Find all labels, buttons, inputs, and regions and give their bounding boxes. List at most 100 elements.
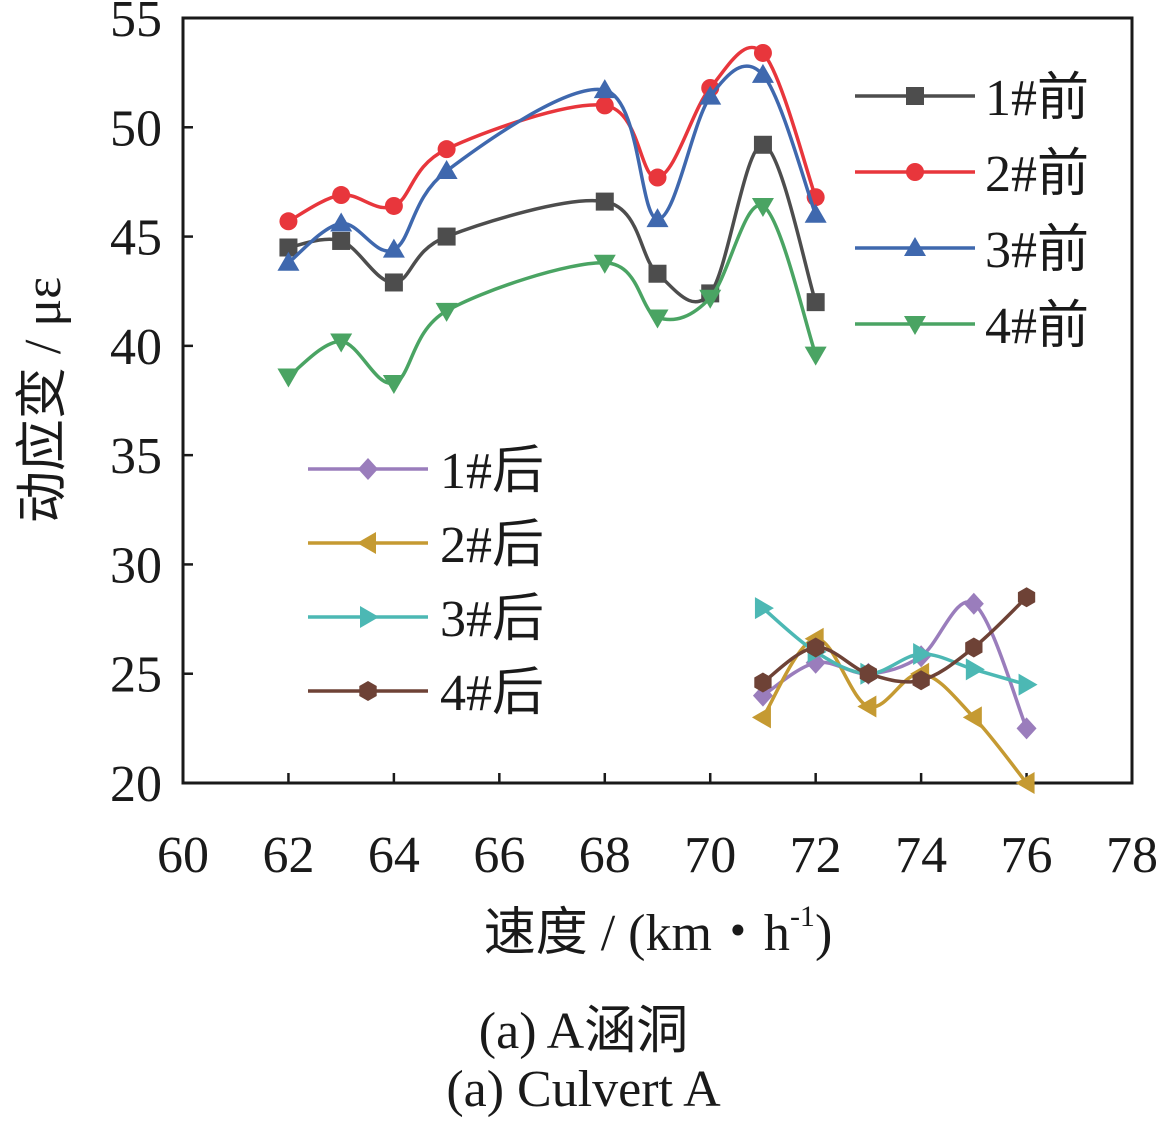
- legend-item-3: 3#前: [855, 222, 1089, 279]
- data-point: [332, 231, 351, 250]
- data-point: [1017, 587, 1036, 608]
- figure-caption-en: (a) Culvert A: [446, 1061, 721, 1118]
- y-axis: 20 25 30 35 40 45 50 55: [110, 0, 193, 813]
- legend-marker: [904, 237, 926, 256]
- series-line: [761, 636, 1028, 785]
- legend-item-5: 1#后: [308, 443, 544, 500]
- data-point: [437, 140, 456, 159]
- data-point: [962, 706, 982, 729]
- series-line: [288, 143, 818, 304]
- data-point: [1018, 673, 1038, 696]
- y-tick-label: 20: [110, 756, 162, 813]
- data-point: [593, 79, 616, 99]
- legend-marker: [358, 458, 378, 480]
- legend-item-1: 1#前: [855, 70, 1089, 127]
- data-point: [384, 273, 403, 292]
- x-axis: 60 62 64 66 68 70 72 74 76 78: [157, 773, 1158, 884]
- data-point: [806, 293, 825, 312]
- data-point: [754, 672, 772, 693]
- data-point: [435, 160, 458, 179]
- legend-marker: [906, 87, 924, 105]
- series-3: [277, 63, 827, 271]
- x-tick-label: 66: [473, 827, 525, 884]
- series-line: [287, 64, 818, 265]
- legend-marker: [904, 316, 926, 335]
- legend-item-6: 2#后: [308, 517, 544, 574]
- x-tick-label: 64: [368, 827, 420, 884]
- y-tick-label: 30: [110, 537, 162, 594]
- data-point: [912, 670, 930, 691]
- x-tick-label: 72: [790, 827, 842, 884]
- data-point: [279, 212, 298, 231]
- legend-label: 4#前: [985, 298, 1089, 355]
- data-point: [382, 238, 405, 258]
- data-point: [437, 227, 456, 246]
- data-point: [330, 333, 353, 353]
- y-tick-label: 50: [110, 100, 162, 157]
- x-tick-label: 70: [684, 827, 736, 884]
- data-point: [332, 186, 351, 205]
- data-point: [593, 254, 616, 274]
- data-point: [384, 196, 403, 215]
- data-point: [699, 289, 722, 309]
- series-6: [751, 627, 1035, 794]
- y-tick-label: 40: [110, 319, 162, 376]
- legend-label: 2#前: [985, 146, 1089, 203]
- x-tick-label: 78: [1106, 827, 1158, 884]
- data-point: [751, 706, 771, 729]
- data-point: [277, 251, 300, 271]
- data-point: [857, 695, 877, 718]
- legend-marker: [360, 606, 379, 628]
- y-tick-label: 25: [110, 647, 162, 704]
- x-tick-label: 76: [1001, 827, 1053, 884]
- data-point: [1015, 772, 1035, 794]
- series-2: [279, 43, 825, 231]
- data-point: [330, 212, 353, 232]
- data-point: [965, 637, 983, 658]
- legend-label: 4#后: [440, 665, 544, 722]
- data-point: [646, 208, 669, 228]
- y-tick-label: 55: [110, 0, 162, 48]
- data-point: [965, 658, 985, 681]
- data-point: [435, 302, 458, 322]
- legend-label: 2#后: [440, 517, 544, 574]
- figure-caption-cn: (a) A涵洞: [478, 1003, 689, 1060]
- legend-item-4: 4#前: [855, 298, 1089, 355]
- data-point: [753, 135, 772, 154]
- legend-marker: [359, 681, 377, 701]
- legend-item-2: 2#前: [855, 146, 1089, 203]
- data-point: [648, 264, 667, 283]
- y-axis-label: 动应变 / με: [15, 277, 72, 523]
- data-point: [751, 197, 774, 217]
- series-line: [287, 45, 818, 223]
- legend-item-7: 3#后: [308, 591, 544, 648]
- legend-marker: [906, 163, 924, 181]
- data-point: [913, 643, 933, 666]
- legend-item-8: 4#后: [308, 665, 544, 722]
- data-point: [859, 663, 877, 684]
- data-point: [279, 238, 298, 257]
- legend-label: 3#后: [440, 591, 544, 648]
- data-point: [754, 597, 774, 620]
- y-tick-label: 35: [110, 428, 162, 485]
- data-point: [804, 203, 827, 223]
- data-point: [1016, 717, 1037, 740]
- data-point: [646, 309, 669, 329]
- data-point: [751, 63, 774, 83]
- series-4: [277, 197, 827, 395]
- line-chart: 60 62 64 66 68 70 72 74 76 78 20 25 30 35 40 45 50 55 1#…: [15, 0, 1158, 962]
- legend: 1#前 2#前 3#前 4#前 1#后 2#后 3#后 4#后: [308, 70, 1089, 722]
- series-8: [754, 587, 1036, 693]
- data-point: [753, 43, 772, 62]
- x-tick-label: 62: [262, 827, 314, 884]
- data-point: [807, 637, 825, 658]
- legend-label: 1#后: [440, 443, 544, 500]
- data-point: [595, 96, 614, 115]
- data-point: [963, 592, 984, 615]
- data-point: [699, 85, 722, 105]
- data-point: [752, 684, 773, 707]
- x-axis-label: 速度 / (km・h-1): [484, 900, 833, 962]
- data-point: [595, 192, 614, 211]
- plot-frame: [181, 16, 1134, 785]
- legend-label: 1#前: [985, 70, 1089, 127]
